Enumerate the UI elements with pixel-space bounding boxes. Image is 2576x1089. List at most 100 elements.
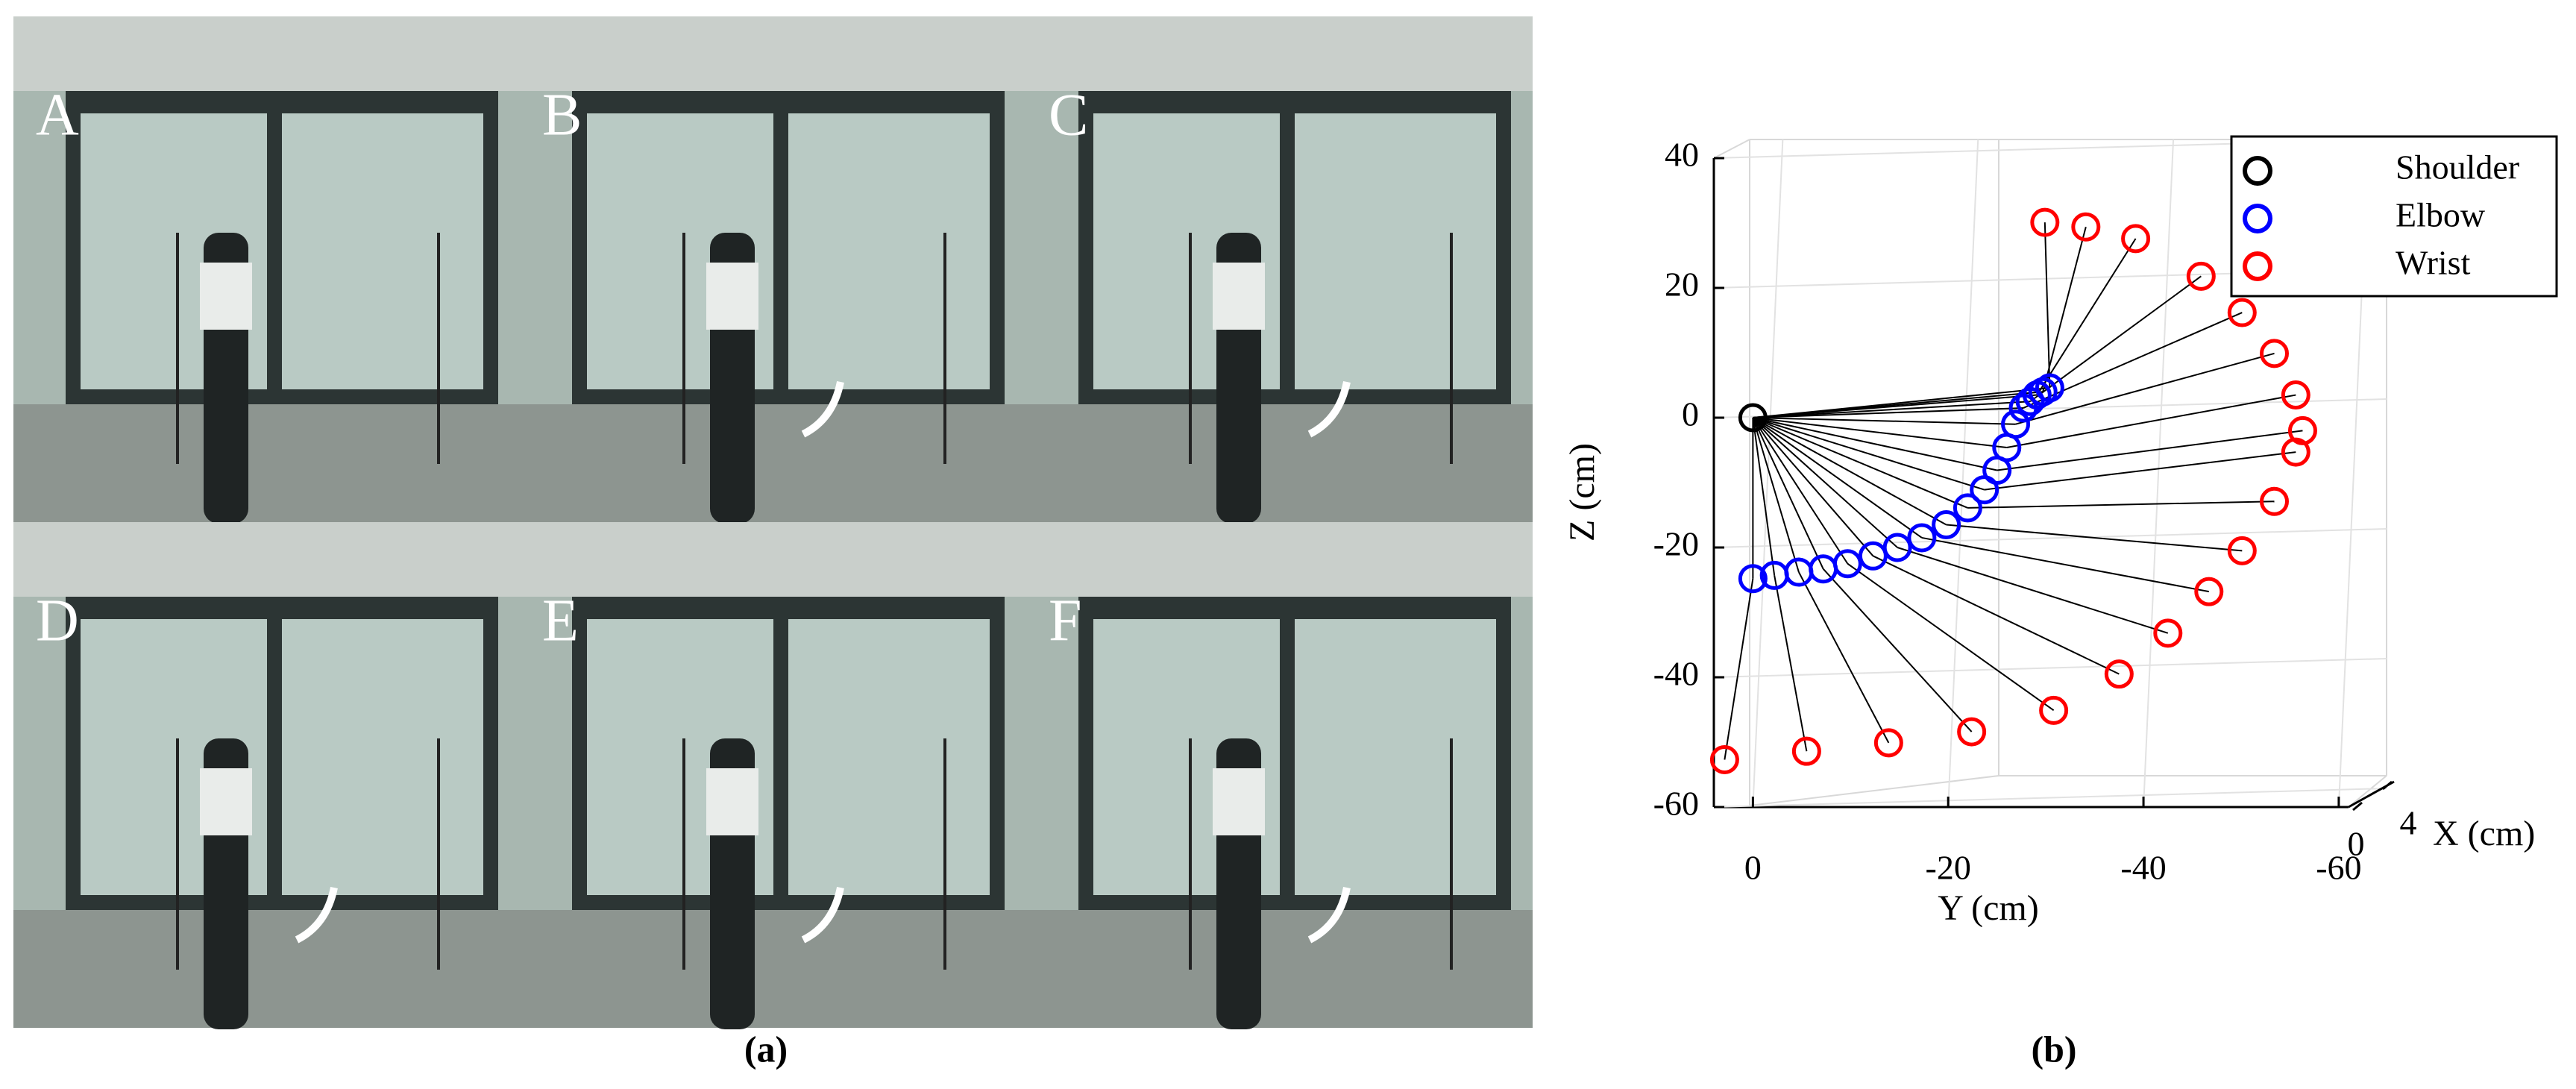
floor: [13, 404, 520, 522]
point: [1957, 717, 1987, 747]
link: [1753, 386, 2050, 418]
link: [1752, 417, 1898, 548]
z-tick-label: 0: [2348, 825, 2365, 863]
x-tick-label: 0: [1744, 849, 1762, 887]
point: [2039, 695, 2069, 725]
shirt: [706, 768, 758, 835]
photo-panel: C: [1026, 16, 1533, 524]
point: [2104, 659, 2134, 689]
photo-panel: E: [520, 522, 1026, 1029]
photo-panel: D: [13, 522, 520, 1029]
ceiling: [13, 522, 520, 597]
grid-line: [1752, 139, 1784, 808]
link: [2043, 222, 2051, 389]
link: [1897, 547, 2169, 634]
y-tick-label: 40: [1665, 136, 1699, 174]
link: [2036, 238, 2137, 396]
point: [2186, 261, 2216, 291]
motion-arrow: [1307, 380, 1351, 438]
link: [2029, 275, 2202, 403]
door-glass: [282, 619, 483, 895]
legend-box: [2230, 135, 2558, 298]
grid-line: [1713, 528, 2387, 548]
legend-marker: [2243, 204, 2272, 233]
x-tick-label: -20: [1926, 849, 1971, 887]
floor: [1026, 910, 1533, 1028]
point: [1738, 564, 1768, 594]
point: [2227, 536, 2257, 565]
panel-label: A: [36, 82, 79, 148]
shirt: [1213, 263, 1265, 330]
panel-label: B: [542, 82, 582, 148]
grid-line: [1947, 139, 1979, 808]
y-tick-label: 20: [1665, 266, 1699, 304]
point: [2071, 212, 2101, 242]
floor: [1026, 404, 1533, 522]
motion-arrow: [801, 380, 844, 438]
motion-arrow: [1307, 886, 1351, 944]
panel-label: D: [36, 588, 79, 653]
link: [1872, 555, 2120, 675]
grid-line: [1713, 658, 2387, 678]
point: [2035, 373, 2064, 403]
caption: (a): [744, 1028, 788, 1070]
point: [1832, 549, 1862, 579]
link: [1752, 417, 1923, 539]
point: [2227, 298, 2257, 327]
grid-line: [1713, 788, 2387, 808]
door-glass: [1295, 619, 1496, 895]
floor: [13, 910, 520, 1028]
link: [1753, 417, 1985, 491]
point: [2287, 415, 2317, 445]
point: [1791, 736, 1821, 766]
link: [1946, 524, 2243, 552]
point: [1709, 744, 1739, 774]
ceiling: [1026, 522, 1533, 597]
photo-panel: A: [13, 16, 520, 524]
point: [1953, 493, 1982, 523]
photo-panel: B: [520, 16, 1026, 524]
door-glass: [282, 113, 483, 389]
door-glass: [788, 113, 990, 389]
grid-line: [2143, 139, 2175, 808]
axis-label: X (cm): [2433, 814, 2535, 853]
legend-marker: [2243, 156, 2272, 186]
motion-arrow: [801, 886, 844, 944]
point: [1738, 403, 1768, 433]
y-tick-label: -40: [1653, 655, 1699, 693]
panel-label: E: [542, 588, 579, 653]
door-glass: [1295, 113, 1496, 389]
point: [1932, 510, 1961, 540]
x-tick-label: -60: [2316, 849, 2361, 887]
link: [1984, 451, 2296, 491]
link: [1752, 417, 1824, 570]
legend-label: Wrist: [2396, 244, 2471, 282]
link: [1847, 562, 2055, 712]
link: [2042, 226, 2087, 392]
point: [2153, 618, 2183, 648]
ceiling: [520, 522, 1026, 597]
point: [2001, 409, 2031, 439]
axis-label: Y (cm): [1938, 888, 2039, 928]
link: [1921, 536, 2209, 593]
link: [2015, 352, 2275, 425]
point: [2259, 486, 2289, 516]
y-tick-label: 0: [1682, 395, 1699, 433]
link: [1752, 417, 1874, 556]
ceiling: [520, 16, 1026, 91]
point: [2259, 339, 2289, 368]
point: [1907, 523, 1937, 553]
shirt: [706, 263, 758, 330]
caption: (b): [2031, 1028, 2076, 1070]
shirt: [1213, 768, 1265, 835]
tick: [2352, 801, 2363, 812]
link: [1753, 401, 2031, 418]
legend-label: Elbow: [2396, 196, 2486, 234]
link: [1997, 430, 2303, 471]
ceiling: [1026, 16, 1533, 91]
y-tick-label: -60: [1653, 785, 1699, 823]
z-tick-label: 4: [2400, 804, 2417, 842]
link: [1774, 575, 1808, 752]
panel-label: F: [1049, 588, 1082, 653]
